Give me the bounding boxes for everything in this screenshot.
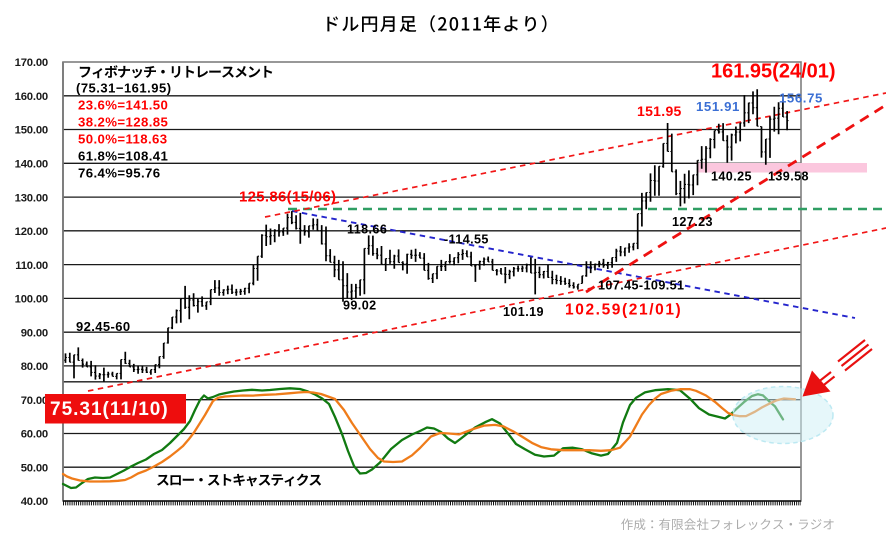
svg-text:151.95: 151.95 bbox=[637, 103, 682, 119]
svg-text:110.00: 110.00 bbox=[15, 260, 48, 272]
svg-text:118.66: 118.66 bbox=[347, 223, 387, 237]
svg-text:23.6%=141.50: 23.6%=141.50 bbox=[78, 98, 168, 113]
svg-text:160.00: 160.00 bbox=[15, 91, 48, 103]
svg-text:40.00: 40.00 bbox=[21, 496, 48, 508]
svg-text:125.86(15/06): 125.86(15/06) bbox=[239, 189, 336, 206]
svg-text:100.00: 100.00 bbox=[15, 294, 48, 306]
svg-text:107.45-109.51: 107.45-109.51 bbox=[598, 279, 684, 293]
svg-text:102.59(21/01): 102.59(21/01) bbox=[565, 302, 682, 319]
svg-text:140.00: 140.00 bbox=[15, 159, 48, 171]
svg-text:156.75: 156.75 bbox=[779, 91, 823, 106]
svg-text:127.23: 127.23 bbox=[672, 215, 713, 229]
svg-text:50.00: 50.00 bbox=[21, 462, 48, 474]
svg-text:-114.55: -114.55 bbox=[444, 233, 489, 247]
svg-text:120.00: 120.00 bbox=[15, 226, 48, 238]
svg-text:139.58: 139.58 bbox=[768, 170, 809, 184]
svg-text:75.31(11/10): 75.31(11/10) bbox=[50, 399, 169, 420]
svg-text:170.00: 170.00 bbox=[15, 57, 48, 69]
svg-text:150.00: 150.00 bbox=[15, 125, 48, 137]
svg-text:161.95(24/01): 161.95(24/01) bbox=[711, 61, 836, 83]
svg-text:90.00: 90.00 bbox=[21, 327, 48, 339]
svg-text:(75.31−161.95): (75.31−161.95) bbox=[76, 81, 172, 96]
svg-text:151.91: 151.91 bbox=[696, 99, 740, 114]
svg-text:50.0%=118.63: 50.0%=118.63 bbox=[78, 132, 168, 147]
svg-text:140.25: 140.25 bbox=[711, 170, 752, 184]
svg-text:61.8%=108.41: 61.8%=108.41 bbox=[78, 149, 168, 164]
svg-text:76.4%=95.76: 76.4%=95.76 bbox=[78, 166, 161, 181]
svg-text:80.00: 80.00 bbox=[21, 361, 48, 373]
svg-text:60.00: 60.00 bbox=[21, 429, 48, 441]
svg-text:92.45-60: 92.45-60 bbox=[76, 319, 131, 334]
svg-text:38.2%=128.85: 38.2%=128.85 bbox=[78, 115, 168, 130]
svg-text:99.02: 99.02 bbox=[343, 299, 377, 313]
svg-text:130.00: 130.00 bbox=[15, 192, 48, 204]
svg-text:101.19: 101.19 bbox=[503, 305, 544, 319]
svg-text:70.00: 70.00 bbox=[21, 395, 48, 407]
